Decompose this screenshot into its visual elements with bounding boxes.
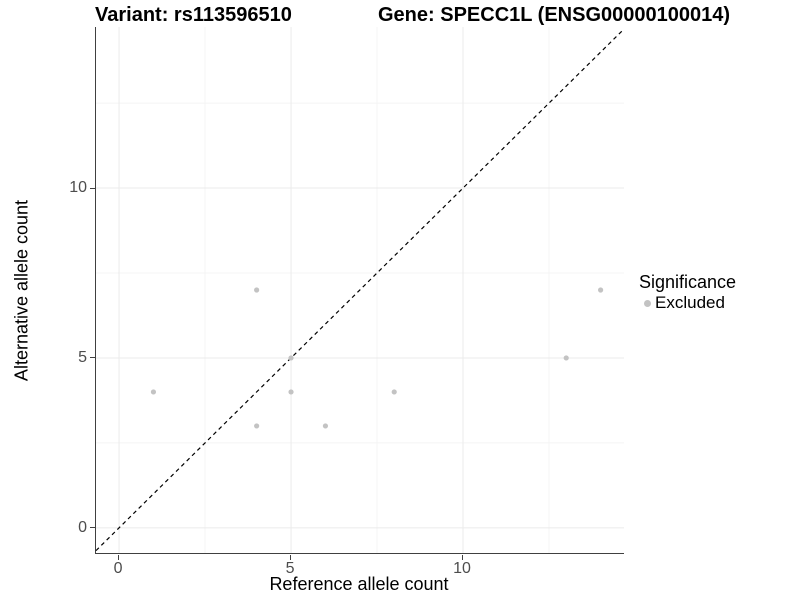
y-tick-label: 10 <box>69 179 87 197</box>
x-tick-label: 5 <box>285 560 295 577</box>
y-tick-mark <box>90 527 95 529</box>
y-tick-mark <box>90 187 95 189</box>
variant-title: Variant: rs113596510 <box>95 4 292 26</box>
legend-title: Significance <box>639 272 737 292</box>
x-tick-mark <box>117 554 119 560</box>
x-tick-mark <box>461 554 463 560</box>
x-tick-label: 10 <box>453 560 471 577</box>
y-axis-title: Alternative allele count <box>11 199 32 382</box>
y-tick-mark <box>90 357 95 359</box>
data-point <box>288 355 294 361</box>
plot-svg <box>95 27 625 553</box>
x-tick-mark <box>289 554 291 560</box>
data-point <box>254 423 260 429</box>
data-point <box>598 287 604 293</box>
data-point <box>563 355 569 361</box>
legend-key-dot <box>644 299 651 307</box>
legend: Significance Excluded <box>639 272 736 313</box>
x-tick-label: 0 <box>113 560 123 577</box>
data-point <box>391 389 397 395</box>
plot-panel <box>95 27 625 554</box>
data-point <box>322 423 329 429</box>
data-point <box>150 389 157 395</box>
data-point <box>254 287 260 293</box>
x-axis-title: Reference allele count <box>269 574 449 594</box>
data-point <box>288 389 294 395</box>
legend-item-label: Excluded <box>655 293 725 312</box>
legend-item-excluded: Excluded <box>639 293 736 313</box>
gene-title: Gene: SPECC1L (ENSG00000100014) <box>378 4 731 26</box>
y-tick-label: 5 <box>78 348 87 366</box>
y-tick-label: 0 <box>78 518 87 536</box>
identity-line <box>95 28 625 552</box>
